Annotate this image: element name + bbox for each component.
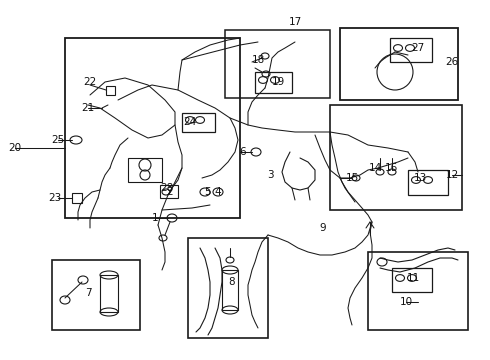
Text: 5: 5 xyxy=(204,187,210,197)
Text: 3: 3 xyxy=(267,170,273,180)
Text: 20: 20 xyxy=(8,143,22,153)
Bar xyxy=(368,252,468,330)
Text: 19: 19 xyxy=(271,77,285,87)
Text: 7: 7 xyxy=(85,288,91,298)
Text: 11: 11 xyxy=(406,273,419,283)
Bar xyxy=(222,270,238,310)
Bar xyxy=(160,185,178,198)
Bar xyxy=(65,38,240,218)
Bar xyxy=(408,170,448,195)
Text: 9: 9 xyxy=(319,223,326,233)
Text: 27: 27 xyxy=(412,43,425,53)
Text: 23: 23 xyxy=(49,193,62,203)
Text: 4: 4 xyxy=(215,187,221,197)
Bar xyxy=(392,268,432,292)
Text: 24: 24 xyxy=(183,117,196,127)
Text: 8: 8 xyxy=(229,277,235,287)
Text: 1: 1 xyxy=(152,213,158,223)
Text: 25: 25 xyxy=(51,135,65,145)
Text: 18: 18 xyxy=(251,55,265,65)
Bar xyxy=(188,238,268,338)
Bar xyxy=(128,158,162,182)
Text: 10: 10 xyxy=(399,297,413,307)
Text: 14: 14 xyxy=(368,163,382,173)
Bar xyxy=(255,72,292,93)
Text: 17: 17 xyxy=(289,17,302,27)
Text: 28: 28 xyxy=(160,183,173,193)
Text: 2: 2 xyxy=(167,187,173,197)
Text: 15: 15 xyxy=(345,173,359,183)
Text: 16: 16 xyxy=(384,163,397,173)
Bar xyxy=(52,260,140,330)
Bar xyxy=(225,30,330,98)
Text: 22: 22 xyxy=(83,77,97,87)
Bar xyxy=(100,275,118,312)
Text: 26: 26 xyxy=(445,57,459,67)
Bar xyxy=(106,86,115,95)
Bar xyxy=(340,28,458,100)
Bar xyxy=(72,193,82,203)
Text: 12: 12 xyxy=(445,170,459,180)
Bar xyxy=(330,105,462,210)
Text: 13: 13 xyxy=(414,173,427,183)
Text: 6: 6 xyxy=(240,147,246,157)
Bar xyxy=(182,113,215,132)
Bar xyxy=(390,38,432,62)
Text: 21: 21 xyxy=(81,103,95,113)
